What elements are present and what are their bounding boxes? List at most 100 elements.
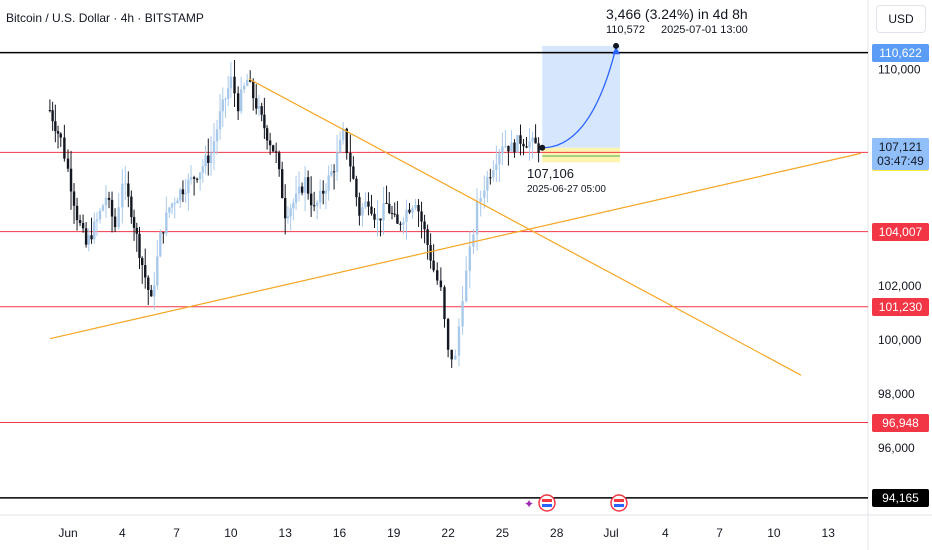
projection-target-datetime: 2025-07-01 13:00 [660, 24, 748, 36]
candle-body-30 [138, 233, 141, 258]
candle-body-146 [489, 177, 492, 179]
candle-body-120 [402, 222, 405, 225]
candle-body-135 [450, 349, 453, 360]
candle-body-75 [268, 140, 272, 146]
candle-body-142 [475, 201, 479, 235]
x-tick-label-10: Jul [603, 526, 618, 540]
candle-body-143 [479, 197, 482, 202]
candle-body-16 [95, 219, 99, 222]
y-tick-label-3: 98,000 [878, 387, 915, 401]
y-tick-label-0: 110,000 [878, 63, 921, 77]
price-tag-0: 110,622 [872, 43, 929, 62]
candle-body-66 [242, 85, 246, 90]
candle-body-53 [204, 155, 207, 167]
candle-body-138 [461, 301, 464, 327]
candle-body-129 [429, 244, 432, 261]
candle-body-109 [370, 206, 373, 214]
candle-body-145 [486, 177, 489, 191]
candle-body-153 [510, 142, 513, 152]
candle-body-61 [226, 88, 230, 99]
candle-body-10 [78, 220, 82, 223]
candle-body-95 [327, 175, 330, 191]
event-flag-stripe-bottom-1 [614, 504, 624, 507]
candle-body-11 [81, 222, 85, 229]
anchor-datetime-label: 2025-06-27 05:00 [527, 184, 606, 195]
candle-body-4 [59, 133, 62, 138]
current-price-value: 107,121 [878, 140, 923, 155]
candle-body-112 [379, 218, 382, 221]
candle-body-35 [153, 285, 156, 297]
candle-body-92 [318, 190, 322, 203]
candle-body-87 [303, 177, 307, 193]
candle-body-72 [260, 106, 263, 115]
x-tick-label-6: 19 [387, 526, 401, 540]
x-tick-label-0: Jun [58, 526, 77, 540]
candle-body-107 [364, 201, 367, 208]
event-flag-stripe-top-1 [614, 499, 624, 502]
y-tick-label-4: 96,000 [878, 441, 915, 455]
candle-body-50 [195, 178, 199, 180]
candle-body-144 [483, 190, 486, 198]
candle-body-84 [294, 193, 298, 203]
candle-countdown: 03:47:49 [877, 154, 924, 169]
candle-body-148 [495, 164, 498, 171]
candle-body-20 [107, 197, 111, 200]
candle-body-116 [390, 212, 394, 214]
x-tick-label-13: 10 [767, 526, 781, 540]
candle-body-64 [236, 93, 240, 112]
candle-body-29 [135, 227, 138, 234]
candle-body-48 [189, 177, 193, 180]
candle-body-27 [130, 196, 133, 218]
price-tag-6: 96,948 [872, 413, 929, 432]
candle-body-90 [312, 205, 316, 207]
candle-body-132 [439, 280, 443, 288]
candle-body-3 [56, 131, 60, 134]
candle-body-102 [349, 153, 352, 167]
candle-body-44 [179, 189, 182, 201]
price-tag-4: 104,007 [872, 222, 929, 241]
trendline-1 [49, 152, 861, 340]
candle-body-58 [218, 111, 222, 130]
candle-body-5 [63, 137, 66, 159]
candle-body-122 [408, 209, 411, 213]
candle-body-7 [69, 168, 73, 192]
candle-body-42 [173, 203, 176, 205]
price-tag-5: 101,230 [872, 297, 929, 316]
candle-body-91 [315, 202, 319, 206]
candle-body-76 [271, 145, 275, 152]
x-tick-label-1: 4 [119, 526, 126, 540]
candle-body-52 [201, 166, 205, 173]
x-tick-label-3: 10 [224, 526, 238, 540]
candle-body-63 [233, 76, 236, 94]
candle-body-54 [207, 155, 210, 163]
x-tick-label-7: 22 [441, 526, 455, 540]
candle-body-123 [411, 208, 414, 213]
candle-body-73 [263, 114, 266, 129]
candle-body-51 [198, 172, 202, 180]
projection-box [542, 45, 621, 148]
candle-body-0 [48, 110, 52, 112]
candle-body-83 [292, 202, 295, 209]
x-tick-label-14: 13 [822, 526, 836, 540]
candle-body-97 [332, 171, 336, 173]
candle-body-12 [84, 228, 88, 245]
event-flag-stripe-top-0 [542, 499, 552, 502]
candle-body-158 [525, 146, 528, 148]
candle-body-43 [176, 200, 179, 204]
event-flag-icon-0 [538, 494, 556, 512]
candle-body-17 [98, 210, 102, 220]
candle-body-100 [341, 128, 345, 140]
candle-body-25 [124, 183, 127, 185]
candle-body-93 [322, 190, 325, 194]
candle-body-71 [257, 106, 261, 109]
candle-body-161 [534, 137, 537, 144]
currency-button[interactable]: USD [876, 5, 926, 33]
projection-end-point [613, 42, 620, 49]
candle-body-70 [255, 98, 258, 109]
candle-body-160 [531, 137, 534, 142]
candle-body-125 [417, 204, 420, 212]
x-tick-label-11: 4 [662, 526, 669, 540]
candle-body-40 [168, 207, 171, 213]
projection-start-point [539, 144, 546, 151]
